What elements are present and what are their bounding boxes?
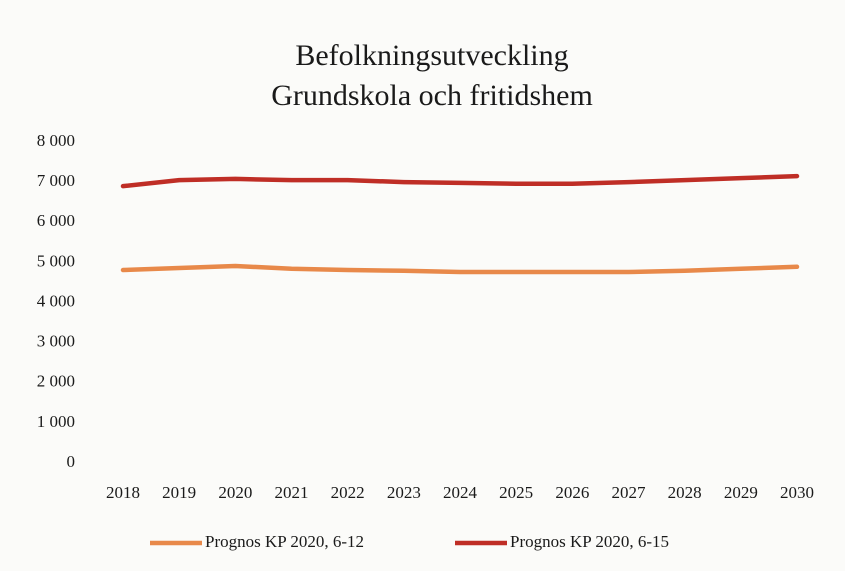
- y-tick-label: 6 000: [37, 211, 75, 230]
- y-tick-label: 1 000: [37, 412, 75, 431]
- chart-title: Befolkningsutveckling: [295, 39, 568, 72]
- x-tick-label: 2029: [724, 483, 758, 502]
- x-tick-label: 2022: [331, 483, 365, 502]
- x-tick-label: 2023: [387, 483, 421, 502]
- x-tick-label: 2030: [780, 483, 814, 502]
- series-line: [120, 173, 800, 189]
- x-tick-label: 2026: [555, 483, 589, 502]
- x-tick-label: 2024: [443, 483, 478, 502]
- x-tick-label: 2028: [668, 483, 702, 502]
- chart-subtitle: Grundskola och fritidshem: [271, 79, 593, 112]
- x-tick-label: 2019: [162, 483, 196, 502]
- series-line: [120, 263, 800, 275]
- y-tick-label: 7 000: [37, 171, 75, 190]
- x-tick-label: 2018: [106, 483, 140, 502]
- legend-label: Prognos KP 2020, 6-12: [205, 532, 364, 551]
- legend-label: Prognos KP 2020, 6-15: [510, 532, 669, 551]
- y-tick-label: 5 000: [37, 251, 75, 270]
- y-tick-label: 2 000: [37, 372, 75, 391]
- y-tick-label: 0: [67, 452, 76, 471]
- y-tick-label: 4 000: [37, 291, 75, 310]
- y-tick-label: 3 000: [37, 332, 75, 351]
- x-tick-label: 2020: [218, 483, 252, 502]
- y-tick-label: 8 000: [37, 131, 75, 150]
- x-tick-label: 2025: [499, 483, 533, 502]
- x-tick-label: 2027: [612, 483, 647, 502]
- x-tick-label: 2021: [275, 483, 309, 502]
